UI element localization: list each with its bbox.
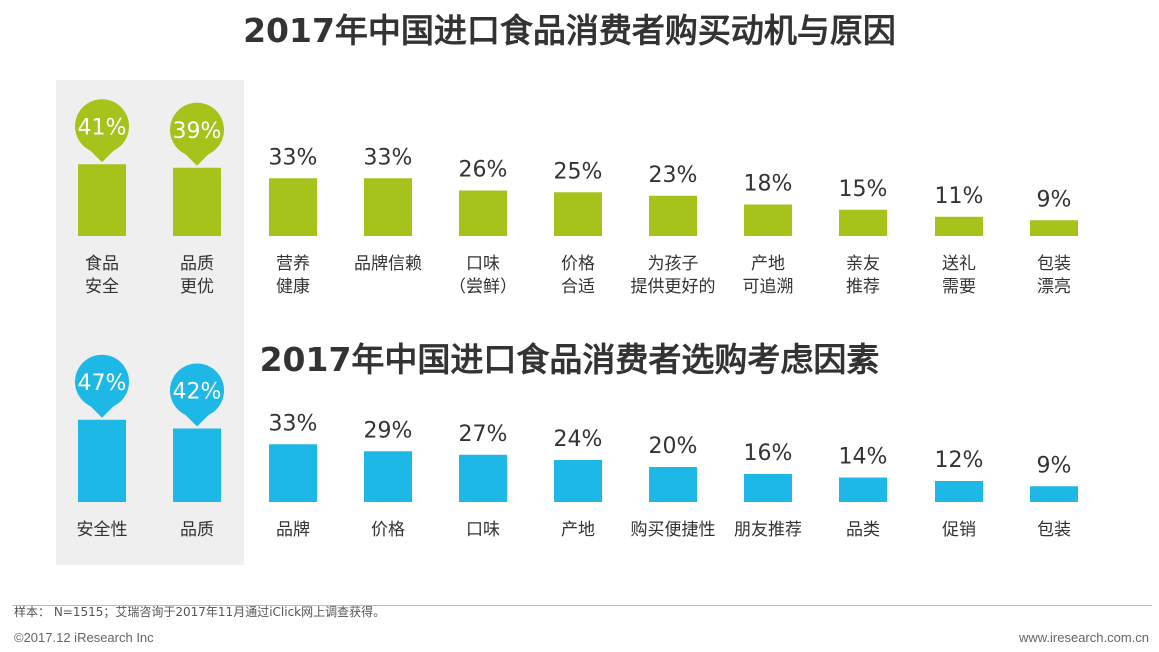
bar-1-1 — [78, 164, 126, 236]
bar-2-4 — [364, 451, 412, 502]
bar-1-6 — [554, 192, 602, 236]
category-label-2-11: 包装 — [1037, 520, 1071, 540]
bar-1-2 — [173, 167, 221, 236]
category-label-2-1: 安全性 — [77, 520, 128, 540]
category-label-1-5: 口味（尝鲜） — [449, 254, 517, 297]
copyright: ©2017.12 iResearch Inc — [14, 630, 154, 645]
bar-2-7 — [649, 467, 697, 502]
bar-2-2 — [173, 428, 221, 502]
bar-2-11 — [1030, 486, 1078, 502]
value-label-1-8: 18% — [744, 172, 793, 197]
footer-divider — [12, 605, 1152, 606]
bar-1-4 — [364, 178, 412, 236]
value-label-1-4: 33% — [364, 145, 413, 170]
category-label-1-9: 亲友推荐 — [846, 254, 880, 297]
value-pin-1-2 — [170, 102, 224, 166]
bar-2-6 — [554, 460, 602, 502]
category-label-1-3: 营养健康 — [276, 254, 310, 297]
bar-1-11 — [1030, 220, 1078, 236]
value-pin-1-1 — [75, 99, 129, 163]
category-label-1-6: 价格合适 — [561, 254, 595, 297]
bar-1-10 — [935, 216, 983, 236]
value-label-2-6: 24% — [554, 427, 603, 452]
bar-2-5 — [459, 454, 507, 502]
bar-2-10 — [935, 481, 983, 502]
value-label-1-5: 26% — [459, 158, 508, 183]
category-label-2-5: 口味 — [466, 520, 500, 540]
value-label-2-5: 27% — [459, 422, 508, 447]
value-label-1-6: 25% — [554, 159, 603, 184]
category-label-1-4: 品牌信赖 — [354, 254, 422, 274]
category-label-1-1: 食品安全 — [85, 254, 119, 297]
value-label-2-11: 9% — [1037, 453, 1072, 478]
category-label-2-6: 产地 — [561, 520, 595, 540]
value-pin-2-2 — [170, 363, 224, 427]
chart-title-motivation: 2017年中国进口食品消费者购买动机与原因 — [243, 11, 896, 50]
chart-title-factors: 2017年中国进口食品消费者选购考虑因素 — [259, 340, 880, 379]
value-label-1-11: 9% — [1037, 187, 1072, 212]
value-label-1-7: 23% — [649, 163, 698, 188]
bar-1-9 — [839, 209, 887, 236]
value-label-2-9: 14% — [839, 445, 888, 470]
value-label-1-3: 33% — [269, 145, 318, 170]
category-label-1-11: 包装漂亮 — [1037, 254, 1071, 297]
value-label-2-8: 16% — [744, 441, 793, 466]
value-label-2-7: 20% — [649, 434, 698, 459]
bar-2-3 — [269, 444, 317, 502]
category-label-1-7: 为孩子提供更好的 — [631, 254, 716, 297]
value-label-2-10: 12% — [935, 448, 984, 473]
value-label-1-10: 11% — [935, 184, 984, 209]
value-label-2-4: 29% — [364, 418, 413, 443]
bar-1-3 — [269, 178, 317, 236]
category-label-1-8: 产地可追溯 — [743, 254, 794, 297]
value-label-2-1: 47% — [78, 371, 127, 396]
value-label-2-3: 33% — [269, 411, 318, 436]
bar-2-8 — [744, 474, 792, 502]
bar-1-5 — [459, 190, 507, 236]
value-label-1-9: 15% — [839, 177, 888, 202]
category-label-1-10: 送礼需要 — [942, 254, 976, 297]
bar-charts-svg: 41% 食品安全 39% 品质更优 33% 营养健康 33% 品牌信赖 26% 口味（尝鲜） 25%… — [75, 99, 1078, 540]
value-label-1-2: 39% — [173, 119, 222, 144]
category-label-2-7: 购买便捷性 — [631, 520, 716, 540]
category-label-2-9: 品类 — [846, 520, 880, 540]
footnote: 样本： N=1515；艾瑞咨询于2017年11月通过iClick网上调查获得。 — [14, 605, 386, 619]
value-pin-2-1 — [75, 354, 129, 418]
bar-2-1 — [78, 419, 126, 502]
category-label-2-8: 朋友推荐 — [734, 520, 802, 540]
category-label-1-2: 品质更优 — [180, 254, 214, 297]
bar-1-7 — [649, 195, 697, 236]
website-url: www.iresearch.com.cn — [1018, 630, 1149, 645]
bar-2-9 — [839, 477, 887, 502]
value-label-2-2: 42% — [173, 380, 222, 405]
category-label-2-3: 品牌 — [276, 520, 310, 540]
category-label-2-10: 促销 — [942, 520, 976, 540]
value-label-1-1: 41% — [78, 115, 127, 140]
category-label-2-2: 品质 — [180, 520, 214, 540]
category-label-2-4: 价格 — [371, 520, 405, 540]
bar-1-8 — [744, 204, 792, 236]
